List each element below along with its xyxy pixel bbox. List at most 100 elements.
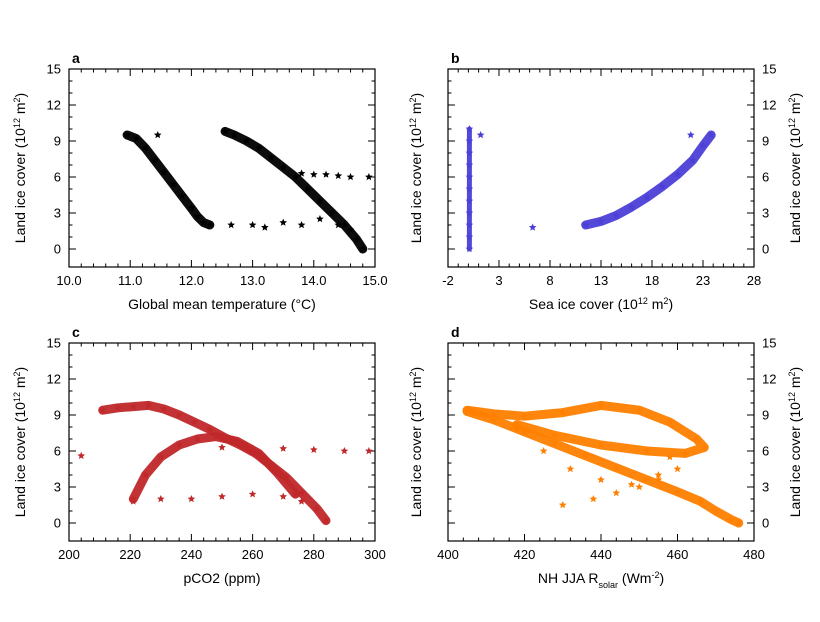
data-point bbox=[279, 492, 287, 500]
data-point bbox=[558, 501, 567, 509]
data-point bbox=[340, 221, 349, 229]
data-point bbox=[490, 409, 498, 417]
y-tick-label-right: 0 bbox=[762, 516, 769, 531]
data-point bbox=[279, 163, 287, 171]
data-point bbox=[597, 217, 605, 225]
data-point bbox=[490, 415, 498, 423]
data-point bbox=[187, 495, 196, 503]
data-point bbox=[132, 134, 141, 142]
y-tick-label: 3 bbox=[54, 480, 61, 495]
data-point bbox=[254, 449, 263, 457]
y-tick-label-right: 12 bbox=[762, 98, 776, 113]
x-tick-label: 13 bbox=[594, 273, 608, 288]
y-tick-label: 15 bbox=[47, 62, 61, 77]
data-point bbox=[242, 137, 251, 145]
data-point bbox=[123, 131, 131, 139]
y-tick-label: 6 bbox=[54, 444, 61, 459]
x-tick-label: 400 bbox=[437, 547, 459, 562]
x-axis-title: pCO2 (ppm) bbox=[183, 570, 260, 586]
data-point bbox=[313, 504, 321, 512]
data-point bbox=[597, 475, 605, 483]
x-tick-label: 28 bbox=[747, 273, 761, 288]
data-point bbox=[261, 223, 269, 231]
data-point bbox=[365, 173, 373, 181]
panel-letter: c bbox=[72, 324, 80, 340]
data-point bbox=[297, 497, 306, 505]
data-point bbox=[700, 443, 709, 451]
y-tick-label: 0 bbox=[54, 516, 61, 531]
data-point bbox=[199, 218, 208, 226]
data-point bbox=[551, 431, 559, 439]
series-line bbox=[462, 400, 709, 458]
data-point bbox=[279, 218, 287, 226]
data-point bbox=[513, 425, 521, 433]
data-point bbox=[187, 204, 196, 212]
y-tick-label-right: 3 bbox=[762, 206, 769, 221]
x-axis-title: Sea ice cover (1012 m2) bbox=[529, 296, 673, 312]
x-tick-label: 11.0 bbox=[118, 273, 142, 288]
y-axis-title: Land ice cover (1012 m2) bbox=[12, 93, 28, 243]
data-point bbox=[206, 221, 214, 229]
data-point bbox=[129, 402, 138, 410]
data-point bbox=[193, 212, 202, 220]
x-tick-label: 10.0 bbox=[56, 273, 81, 288]
series-group bbox=[465, 125, 716, 253]
data-point bbox=[654, 475, 663, 483]
data-point bbox=[297, 169, 306, 177]
data-point bbox=[673, 487, 682, 495]
data-point bbox=[316, 197, 324, 205]
data-point bbox=[551, 439, 559, 447]
data-point bbox=[297, 221, 306, 229]
y-tick-label-right: 6 bbox=[762, 444, 769, 459]
x-axis-title: NH JJA Rsolar (Wm-2) bbox=[538, 570, 664, 590]
data-point bbox=[597, 401, 605, 409]
x-tick-label: 13.0 bbox=[240, 273, 265, 288]
data-point bbox=[334, 171, 343, 179]
data-point bbox=[558, 408, 567, 416]
x-tick-label: 23 bbox=[696, 273, 710, 288]
x-tick-label: 18 bbox=[645, 273, 659, 288]
y-tick-label-right: 9 bbox=[762, 134, 769, 149]
data-point bbox=[346, 225, 355, 233]
data-point bbox=[612, 463, 621, 471]
data-point bbox=[267, 153, 275, 161]
data-point bbox=[666, 418, 674, 426]
data-point bbox=[359, 245, 367, 253]
y-axis-title-right: Land ice cover (1012 m2) bbox=[408, 367, 424, 517]
data-point bbox=[227, 221, 235, 229]
data-point bbox=[230, 131, 238, 139]
data-point bbox=[707, 131, 715, 139]
data-point bbox=[160, 405, 168, 413]
data-point bbox=[157, 453, 165, 461]
y-tick-label: 9 bbox=[54, 408, 61, 423]
x-tick-label: 14.0 bbox=[301, 273, 326, 288]
data-point bbox=[141, 471, 150, 479]
data-point bbox=[597, 441, 605, 449]
panel-c: 200 220 240 260 280 300 0 3 6 9 12 15 c pCO2 (ppm) Lan… bbox=[12, 324, 424, 586]
data-point bbox=[581, 221, 590, 229]
data-point bbox=[206, 425, 214, 433]
data-point bbox=[673, 465, 682, 473]
data-point bbox=[221, 127, 229, 135]
y-tick-label: 6 bbox=[54, 170, 61, 185]
x-tick-label: 15.0 bbox=[362, 273, 387, 288]
series-group bbox=[77, 400, 373, 526]
data-point bbox=[190, 418, 199, 426]
x-tick-label: 280 bbox=[303, 547, 325, 562]
data-point bbox=[463, 406, 471, 414]
data-point bbox=[465, 233, 474, 241]
data-point bbox=[334, 221, 343, 229]
data-point bbox=[340, 447, 349, 455]
x-tick-label: 12.0 bbox=[179, 273, 204, 288]
data-point bbox=[218, 443, 226, 451]
series-line bbox=[220, 126, 368, 254]
data-point bbox=[322, 516, 330, 524]
data-point bbox=[654, 471, 663, 479]
data-point bbox=[734, 519, 743, 527]
series-group bbox=[122, 126, 373, 254]
data-point bbox=[291, 173, 300, 181]
series-line bbox=[462, 406, 744, 528]
data-point bbox=[635, 483, 644, 491]
series-line bbox=[581, 130, 716, 230]
